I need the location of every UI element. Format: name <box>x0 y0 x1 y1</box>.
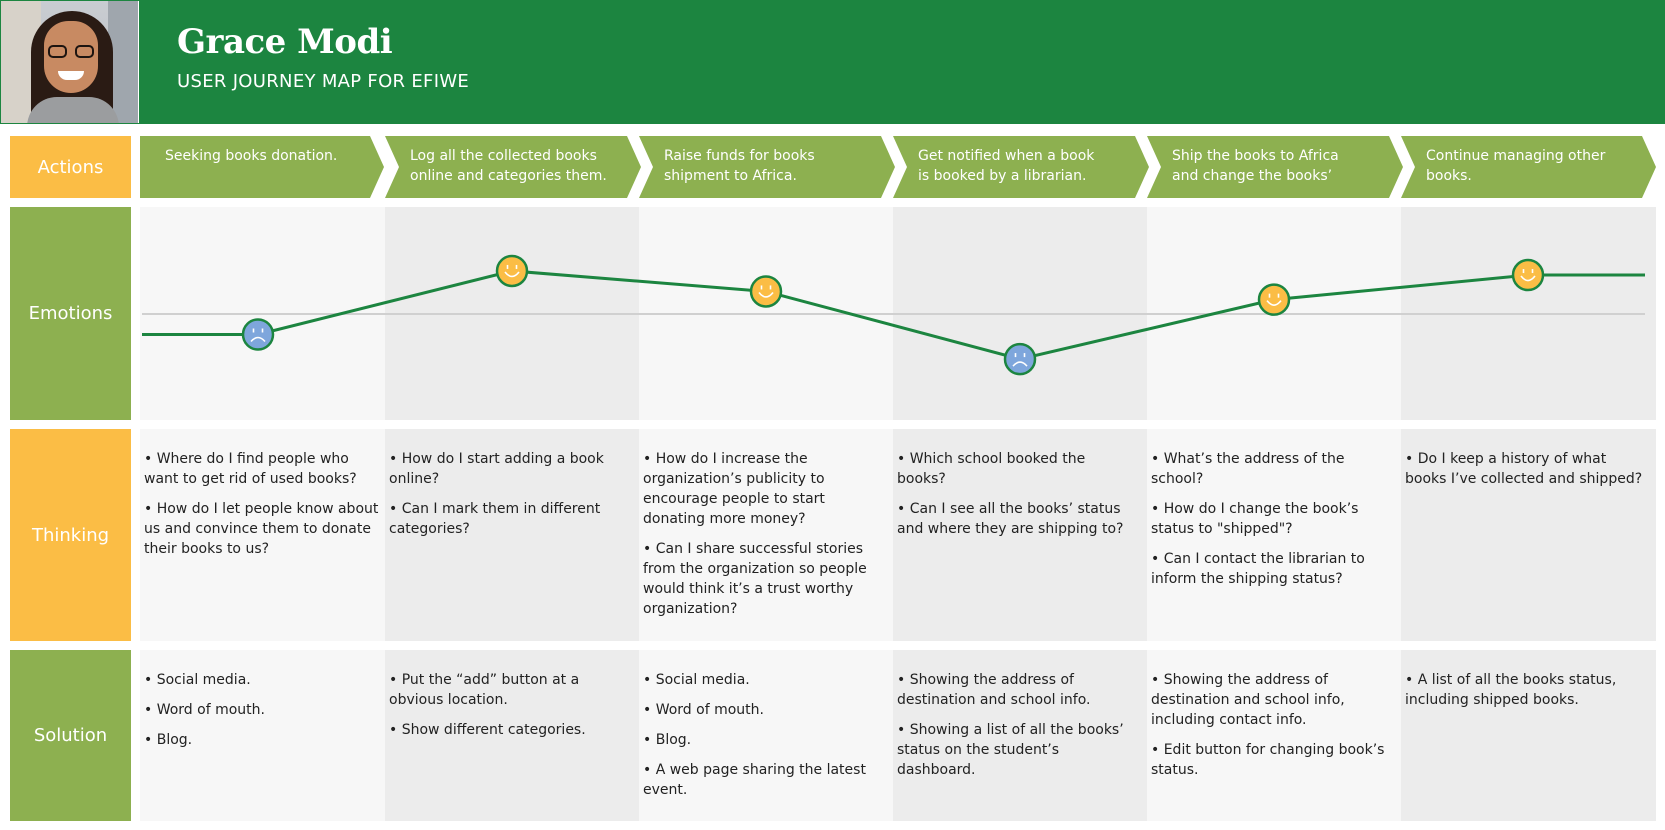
thinking-item: • How do I let people know about us and … <box>144 501 379 557</box>
solution-cell: • Showing the address of destination and… <box>897 670 1137 790</box>
solution-item: • Edit button for changing book’s status… <box>1151 742 1385 778</box>
thinking-cell: • What’s the address of the school? • How… <box>1151 449 1391 599</box>
thinking-item: • Can I contact the librarian to inform … <box>1151 551 1365 587</box>
row-label-thinking: Thinking <box>10 429 131 641</box>
thinking-cell: • Do I keep a history of what books I’ve… <box>1405 449 1646 499</box>
solution-item: • A list of all the books status, includ… <box>1405 672 1617 708</box>
solution-cell: • A list of all the books status, includ… <box>1405 670 1646 720</box>
thinking-item: • Do I keep a history of what books I’ve… <box>1405 451 1643 487</box>
action-step-1: Seeking books donation. <box>140 136 384 198</box>
thinking-item: • How do I increase the organization’s p… <box>643 451 825 527</box>
action-step-line: online and categories them. <box>410 168 607 184</box>
action-step-line: Continue managing other <box>1426 148 1606 164</box>
solution-item: • Showing the address of destination and… <box>897 672 1091 708</box>
thinking-item: • Can I mark them in different categorie… <box>389 501 601 537</box>
action-step-line: is booked by a librarian. <box>918 168 1087 184</box>
avatar <box>1 1 139 123</box>
action-step-line: and change the books’ <box>1172 168 1333 184</box>
action-step-line: Log all the collected books <box>410 148 597 164</box>
happy-face-icon <box>495 254 529 288</box>
solution-item: • Social media. <box>643 672 750 688</box>
column-background <box>1401 650 1656 821</box>
column-background <box>1147 429 1401 641</box>
happy-face-icon <box>1511 258 1545 292</box>
solution-item: • Showing the address of destination and… <box>1151 672 1345 728</box>
action-step-4: Get notified when a book is booked by a l… <box>893 136 1149 198</box>
column-background <box>140 429 394 641</box>
thinking-cell: • How do I increase the organization’s p… <box>643 449 883 629</box>
solution-cell: • Showing the address of destination and… <box>1151 670 1391 790</box>
column-background <box>385 429 639 641</box>
action-step-line: shipment to Africa. <box>664 168 797 184</box>
thinking-cell: • Where do I find people who want to get… <box>144 449 384 569</box>
solution-item: • Word of mouth. <box>643 702 764 718</box>
thinking-item: • What’s the address of the school? <box>1151 451 1345 487</box>
action-step-line: books. <box>1426 168 1472 184</box>
solution-item: • A web page sharing the latest event. <box>643 762 866 798</box>
action-step-2: Log all the collected books online and ca… <box>385 136 641 198</box>
solution-cell: • Social media. • Word of mouth. • Blog. • … <box>643 670 883 810</box>
emotion-line <box>142 269 1645 361</box>
thinking-item: • Where do I find people who want to get… <box>144 451 357 487</box>
sad-face-icon <box>241 318 275 351</box>
thinking-item: • How do I change the book’s status to "… <box>1151 501 1359 537</box>
thinking-cell: • How do I start adding a book online? • … <box>389 449 629 549</box>
page-subtitle: USER JOURNEY MAP FOR EFIWE <box>177 71 470 92</box>
column-background <box>140 650 394 821</box>
solution-item: • Word of mouth. <box>144 702 265 718</box>
solution-item: • Blog. <box>643 732 692 748</box>
solution-cell: • Social media. • Word of mouth. • Blog. <box>144 670 384 760</box>
thinking-item: • How do I start adding a book online? <box>389 451 604 487</box>
action-step-line: Raise funds for books <box>664 148 815 164</box>
thinking-item: • Can I see all the books’ status and wh… <box>897 501 1124 537</box>
column-background <box>1401 429 1656 641</box>
action-step-5: Ship the books to Africa and change the b… <box>1147 136 1403 198</box>
happy-face-icon <box>749 275 783 308</box>
row-label-emotions: Emotions <box>10 207 131 420</box>
row-label-actions: Actions <box>10 136 131 198</box>
happy-face-icon <box>1257 283 1291 316</box>
action-step-3: Raise funds for books shipment to Africa. <box>639 136 895 198</box>
thinking-item: • Which school booked the books? <box>897 451 1086 487</box>
solution-item: • Put the “add” button at a obvious loca… <box>389 672 580 708</box>
row-label-solution: Solution <box>10 650 131 821</box>
column-background <box>639 429 893 641</box>
column-background <box>639 650 893 821</box>
solution-item: • Showing a list of all the books’ statu… <box>897 722 1124 778</box>
column-background <box>385 650 639 821</box>
solution-item: • Social media. <box>144 672 251 688</box>
solution-item: • Show different categories. <box>389 722 586 738</box>
solution-cell: • Put the “add” button at a obvious loca… <box>389 670 629 750</box>
action-step-6: Continue managing other books. <box>1401 136 1656 198</box>
solution-item: • Blog. <box>144 732 193 748</box>
header-banner: Grace Modi USER JOURNEY MAP FOR EFIWE <box>0 0 1665 124</box>
action-step-line: Ship the books to Africa <box>1172 148 1339 164</box>
sad-face-icon <box>1003 342 1037 376</box>
action-step-line: Seeking books donation. <box>165 148 338 164</box>
column-background <box>1147 650 1401 821</box>
column-background <box>893 650 1147 821</box>
thinking-cell: • Which school booked the books? • Can I … <box>897 449 1137 549</box>
action-step-line: Get notified when a book <box>918 148 1095 164</box>
thinking-item: • Can I share successful stories from th… <box>643 541 867 617</box>
column-background <box>893 429 1147 641</box>
persona-name: Grace Modi <box>177 22 393 62</box>
